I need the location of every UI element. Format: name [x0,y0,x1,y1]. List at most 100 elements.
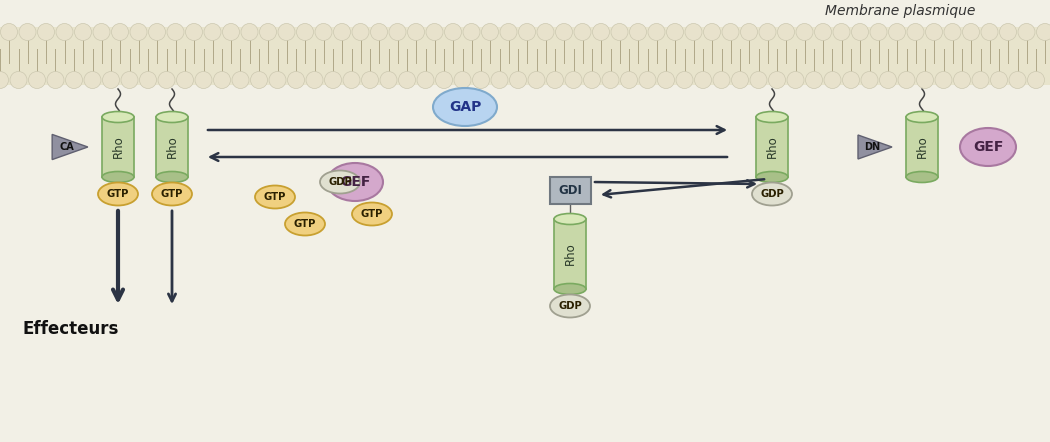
Text: GTP: GTP [294,219,316,229]
Circle shape [602,72,620,88]
Circle shape [842,72,860,88]
Ellipse shape [906,111,938,122]
Text: CA: CA [60,142,75,152]
Circle shape [685,23,702,41]
Circle shape [944,23,961,41]
Text: Rho: Rho [564,243,576,265]
Circle shape [555,23,572,41]
Polygon shape [858,135,892,159]
Ellipse shape [327,163,383,201]
Circle shape [870,23,887,41]
Circle shape [148,23,166,41]
Circle shape [306,72,323,88]
Ellipse shape [320,171,360,194]
Circle shape [704,23,720,41]
Text: GTP: GTP [264,192,287,202]
Circle shape [611,23,628,41]
Text: Rho: Rho [765,136,778,158]
Circle shape [10,72,27,88]
Circle shape [0,23,18,41]
FancyBboxPatch shape [549,176,590,203]
Ellipse shape [102,171,134,183]
Circle shape [399,72,416,88]
Circle shape [509,72,526,88]
Circle shape [130,23,147,41]
Text: GTP: GTP [361,209,383,219]
Text: Membrane plasmique: Membrane plasmique [825,4,975,18]
Circle shape [482,23,499,41]
Circle shape [454,72,471,88]
Circle shape [639,72,656,88]
Circle shape [925,23,943,41]
Circle shape [537,23,554,41]
Circle shape [324,72,341,88]
Ellipse shape [156,111,188,122]
Circle shape [84,72,101,88]
Bar [906,117,938,177]
Circle shape [861,72,878,88]
Text: Rho: Rho [166,136,179,158]
Ellipse shape [550,294,590,317]
Circle shape [796,23,813,41]
Circle shape [584,72,601,88]
Circle shape [140,72,156,88]
Circle shape [676,72,693,88]
Circle shape [195,72,212,88]
Circle shape [630,23,647,41]
Circle shape [759,23,776,41]
Text: Rho: Rho [916,136,928,158]
Circle shape [917,72,933,88]
Circle shape [213,72,231,88]
Circle shape [934,72,952,88]
Bar [102,117,134,177]
Circle shape [907,23,924,41]
Ellipse shape [152,183,192,206]
Circle shape [565,72,582,88]
Ellipse shape [756,171,788,183]
Circle shape [574,23,591,41]
Bar [156,117,188,177]
Circle shape [158,72,175,88]
Circle shape [371,23,387,41]
Text: GDP: GDP [760,189,784,199]
Circle shape [436,72,453,88]
Circle shape [103,72,120,88]
Circle shape [546,72,564,88]
Circle shape [852,23,868,41]
Circle shape [1000,23,1016,41]
Circle shape [56,23,74,41]
Circle shape [167,23,184,41]
Circle shape [769,72,785,88]
Circle shape [750,72,766,88]
Circle shape [19,23,36,41]
Circle shape [972,72,989,88]
Circle shape [407,23,424,41]
Circle shape [334,23,351,41]
Circle shape [777,23,795,41]
Circle shape [648,23,665,41]
Circle shape [963,23,980,41]
Circle shape [621,72,637,88]
Circle shape [204,23,220,41]
Circle shape [269,72,286,88]
Circle shape [463,23,480,41]
Circle shape [242,23,258,41]
Ellipse shape [156,171,188,183]
Circle shape [788,72,804,88]
Circle shape [713,72,730,88]
Circle shape [232,72,249,88]
Circle shape [592,23,609,41]
Circle shape [898,72,915,88]
Circle shape [667,23,684,41]
Circle shape [519,23,536,41]
Circle shape [176,72,193,88]
Circle shape [93,23,110,41]
Circle shape [953,72,970,88]
Text: GTP: GTP [107,189,129,199]
Text: GDP: GDP [328,177,352,187]
Circle shape [694,72,712,88]
Ellipse shape [756,111,788,122]
Bar [756,117,788,177]
Circle shape [278,23,295,41]
Text: GEF: GEF [340,175,371,189]
